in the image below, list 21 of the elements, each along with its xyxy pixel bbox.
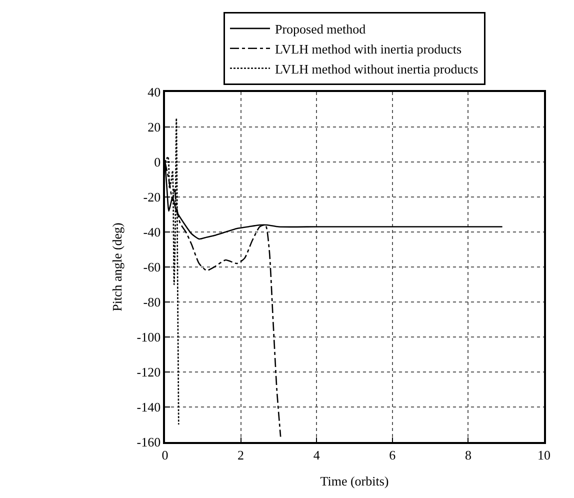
y-tick-label: -160 [136, 434, 161, 450]
x-tick-label: 6 [389, 447, 396, 462]
legend-label: LVLH method without inertia products [275, 61, 478, 76]
x-tick-label: 2 [238, 447, 244, 462]
legend-label: LVLH method with inertia products [275, 41, 462, 56]
y-tick-label: 20 [148, 120, 161, 135]
x-tick-label: 8 [464, 447, 472, 462]
y-tick-label: -120 [136, 364, 161, 380]
x-axis-title: Time (orbits) [320, 473, 389, 488]
y-tick-label: -60 [143, 260, 161, 275]
legend-label: Proposed method [275, 22, 366, 37]
y-tick-label: -80 [143, 294, 161, 310]
y-tick-label: 40 [148, 84, 161, 100]
y-tick-label: 0 [154, 154, 161, 170]
x-tick-label: 10 [538, 447, 550, 462]
y-tick-label: -100 [136, 330, 161, 345]
y-tick-label: -20 [143, 190, 161, 205]
y-tick-label: -40 [143, 224, 161, 240]
x-tick-label: 4 [313, 447, 320, 462]
y-tick-label: -140 [136, 400, 161, 415]
y-axis-title: Pitch angle (deg) [109, 222, 124, 312]
